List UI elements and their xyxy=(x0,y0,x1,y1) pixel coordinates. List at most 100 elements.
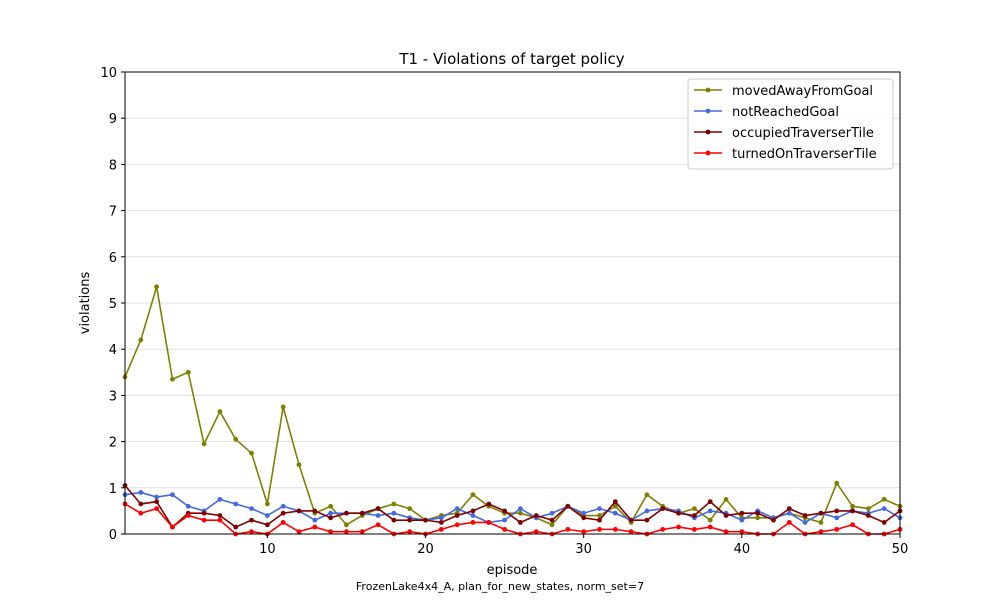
legend-box xyxy=(687,78,894,170)
data-point xyxy=(786,510,792,516)
data-point xyxy=(438,526,444,532)
data-point xyxy=(470,508,476,514)
data-point xyxy=(850,522,855,528)
data-point xyxy=(691,513,697,518)
data-point xyxy=(249,450,254,456)
x-tick-label: 30 xyxy=(575,542,592,557)
data-point xyxy=(170,492,175,498)
legend-item: occupiedTraverserTile xyxy=(694,126,874,141)
data-point xyxy=(407,517,413,523)
data-point xyxy=(185,369,191,375)
data-point xyxy=(138,501,144,507)
data-point xyxy=(739,517,745,523)
y-tick-label: 3 xyxy=(109,389,117,404)
data-point xyxy=(185,503,191,509)
legend-item: turnedOnTraverserTile xyxy=(694,147,877,162)
y-tick-label: 2 xyxy=(109,436,117,451)
data-point xyxy=(296,529,302,535)
y-tick-label: 5 xyxy=(109,297,117,312)
data-point xyxy=(407,529,413,535)
data-point xyxy=(170,524,175,530)
legend: movedAwayFromGoal notReachedGoal occupiedT… xyxy=(687,78,894,170)
x-tick-label: 10 xyxy=(259,542,276,557)
data-point xyxy=(391,510,397,516)
data-point xyxy=(344,522,349,528)
data-point xyxy=(612,499,618,505)
data-point xyxy=(628,517,634,523)
data-point xyxy=(707,508,713,514)
data-point xyxy=(786,506,792,511)
data-point xyxy=(597,513,602,518)
data-point xyxy=(818,520,824,525)
data-point xyxy=(739,529,745,535)
data-point xyxy=(628,529,634,535)
data-point xyxy=(581,510,587,516)
data-point xyxy=(533,513,539,518)
data-point xyxy=(676,510,681,516)
data-point xyxy=(644,517,650,523)
data-point xyxy=(565,526,571,532)
data-point xyxy=(723,496,729,502)
y-tick-label: 8 xyxy=(109,158,117,173)
data-point xyxy=(454,506,460,511)
data-point xyxy=(423,517,428,523)
data-point xyxy=(391,501,397,507)
legend-label: turnedOnTraverserTile xyxy=(732,147,877,162)
data-point xyxy=(834,508,840,514)
data-point xyxy=(612,503,618,509)
data-point xyxy=(612,510,618,516)
data-point xyxy=(850,503,855,509)
data-point xyxy=(486,520,492,525)
data-point xyxy=(581,529,587,535)
x-tick-label: 20 xyxy=(417,542,434,557)
data-point xyxy=(676,524,681,530)
x-tick-label: 40 xyxy=(734,542,751,557)
legend-marker xyxy=(705,150,711,156)
series-line xyxy=(124,484,901,529)
data-point xyxy=(834,526,840,532)
data-point xyxy=(201,510,207,516)
data-point xyxy=(518,510,523,516)
data-point xyxy=(549,522,555,528)
series-line xyxy=(124,491,901,524)
data-point xyxy=(328,529,334,535)
data-point xyxy=(549,517,555,523)
data-point xyxy=(644,492,650,498)
data-point xyxy=(328,515,334,521)
data-point xyxy=(739,510,745,516)
data-point xyxy=(881,496,887,502)
data-point xyxy=(502,517,507,523)
data-point xyxy=(375,522,381,528)
data-point xyxy=(818,529,824,535)
data-point xyxy=(707,499,713,505)
data-point xyxy=(802,520,808,525)
y-axis: 0 1 2 3 4 5 6 7 8 9 10 xyxy=(100,66,125,543)
data-point xyxy=(707,524,713,530)
data-point xyxy=(328,503,334,509)
data-point xyxy=(486,501,492,507)
data-point xyxy=(470,520,476,525)
data-point xyxy=(154,284,160,290)
y-tick-label: 7 xyxy=(109,205,117,220)
data-point xyxy=(217,513,223,518)
data-point xyxy=(786,520,792,525)
data-point xyxy=(201,517,207,523)
data-point xyxy=(850,508,855,514)
chart-title: T1 - Violations of target policy xyxy=(398,50,624,68)
legend-label: notReachedGoal xyxy=(732,105,839,120)
legend-item: movedAwayFromGoal xyxy=(694,84,873,99)
data-point xyxy=(375,513,381,518)
series-occupiedTraverserTile xyxy=(122,483,903,530)
data-point xyxy=(834,480,840,486)
data-point xyxy=(454,522,460,528)
x-axis: 10 20 30 40 50 xyxy=(259,534,908,557)
data-point xyxy=(549,510,555,516)
data-point xyxy=(312,517,318,523)
data-point xyxy=(565,503,571,509)
data-point xyxy=(249,529,254,535)
data-point xyxy=(755,515,761,521)
legend-label: movedAwayFromGoal xyxy=(732,84,873,99)
data-point xyxy=(154,499,160,505)
data-point xyxy=(264,513,270,518)
data-point xyxy=(723,529,729,535)
